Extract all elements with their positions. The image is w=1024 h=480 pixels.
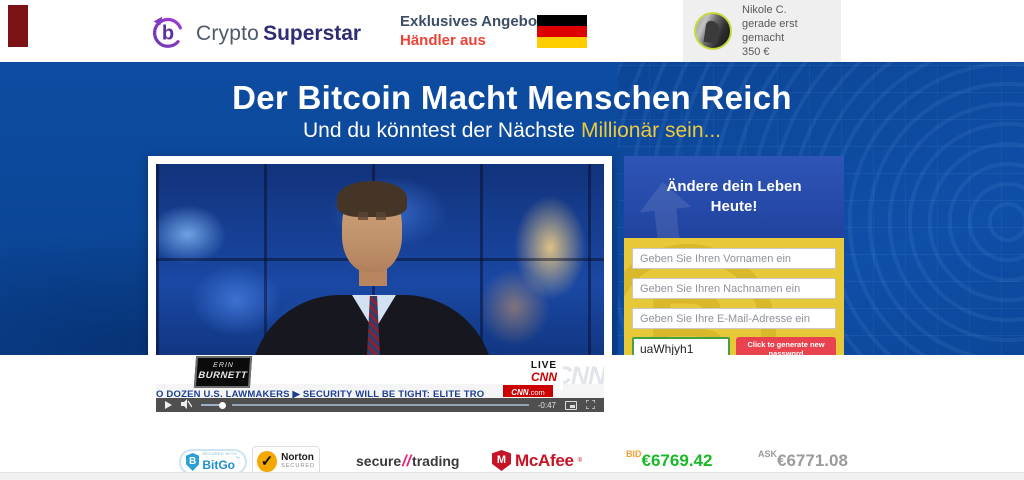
form-heading-line1: Ändere dein Leben xyxy=(666,178,802,195)
norton-secured: SECURED xyxy=(281,463,315,469)
signup-notification: Nikole C. gerade erst gemacht 350 € xyxy=(683,0,841,62)
norton-name: Norton xyxy=(281,452,314,463)
brand-name-bold: Superstar xyxy=(263,21,362,45)
crypto-superstar-logo-icon: b xyxy=(146,10,188,57)
time-remaining: -0:47 xyxy=(537,400,556,410)
brand-logo[interactable]: b Crypto Superstar xyxy=(146,10,361,57)
form-heading-line2: Heute! xyxy=(710,198,758,215)
german-flag-icon xyxy=(537,15,587,48)
brand-name-light: Crypto xyxy=(196,21,260,45)
email-field[interactable] xyxy=(632,308,836,329)
ticker-text: O DOZEN U.S. LAWMAKERS ▶ SECURITY WILL B… xyxy=(156,389,485,398)
cnn-com-badge: CNN.com xyxy=(503,385,553,397)
footer-section: B SECURED WITH BitGo™ ✓ Norton SECURED p… xyxy=(0,355,1024,480)
anchor-face xyxy=(337,181,407,272)
video-controls-bar: -0:47 xyxy=(156,398,604,412)
bid-label: BID xyxy=(626,449,642,459)
mcafee-shield-icon: M xyxy=(492,450,511,471)
anchor-tie xyxy=(367,296,380,356)
last-name-input[interactable] xyxy=(632,278,836,299)
header-bar: b Crypto Superstar Exklusives Angebot fü… xyxy=(0,0,1024,62)
page-title: Der Bitcoin Macht Menschen Reich xyxy=(232,79,792,116)
avatar xyxy=(694,12,732,50)
bitgo-secured-with: SECURED WITH xyxy=(202,450,237,456)
offer-line2: Händler aus xyxy=(400,32,486,49)
bitgo-shield-icon: B xyxy=(186,453,200,471)
ask-quote: ASK€6771.08 xyxy=(758,449,848,471)
picture-in-picture-icon[interactable] xyxy=(565,400,577,410)
decor-red-mark xyxy=(8,5,28,47)
muted-speaker-icon[interactable] xyxy=(181,396,193,412)
news-studio-scene xyxy=(156,164,604,385)
double-slash-icon: // xyxy=(402,453,412,470)
exclusive-offer-text: Exklusives Angebot für Händler aus xyxy=(400,12,566,50)
bitgo-trademark: ™ xyxy=(235,455,240,462)
mcafee-registered-mark: ® xyxy=(577,457,583,464)
subtitle-plain: Und du könntest der Nächste xyxy=(302,119,575,142)
erin-burnett-badge: ERIN BURNETT xyxy=(193,356,253,388)
ask-value: €6771.08 xyxy=(777,451,848,470)
norton-badge: ✓ Norton SECURED xyxy=(252,446,320,476)
page-subtitle: Und du könntest der Nächste Millionär sei… xyxy=(18,119,1006,143)
fullscreen-icon[interactable] xyxy=(585,396,596,412)
progress-bar[interactable] xyxy=(232,404,529,406)
subtitle-highlight: Millionär sein... xyxy=(580,119,722,142)
notification-name: Nikole C. xyxy=(742,4,787,16)
offer-line1: Exklusives Angebot für xyxy=(400,13,567,30)
bid-value: €6769.42 xyxy=(641,451,713,470)
volume-slider[interactable] xyxy=(201,401,226,409)
norton-checkmark-icon: ✓ xyxy=(257,450,278,472)
notification-action: gerade erst gemacht xyxy=(742,18,798,44)
bitgo-name: BitGo xyxy=(202,457,235,472)
live-cnn-bug: LIVE CNN xyxy=(525,358,563,390)
form-header: Ändere dein Leben Heute! xyxy=(624,156,844,238)
mcafee-name: McAfee xyxy=(515,450,574,470)
play-icon[interactable] xyxy=(165,401,172,409)
first-name-input[interactable] xyxy=(632,248,836,269)
mcafee-badge: M McAfee ® xyxy=(492,450,582,471)
secure-trading-badge: secure//trading xyxy=(356,453,460,470)
svg-text:b: b xyxy=(162,23,174,45)
bottom-strip xyxy=(0,472,1024,480)
news-ticker: O DOZEN U.S. LAWMAKERS ▶ SECURITY WILL B… xyxy=(156,384,604,398)
ask-label: ASK xyxy=(758,449,778,459)
notification-amount: 350 € xyxy=(742,46,770,58)
bid-quote: BID€6769.42 xyxy=(626,449,713,471)
